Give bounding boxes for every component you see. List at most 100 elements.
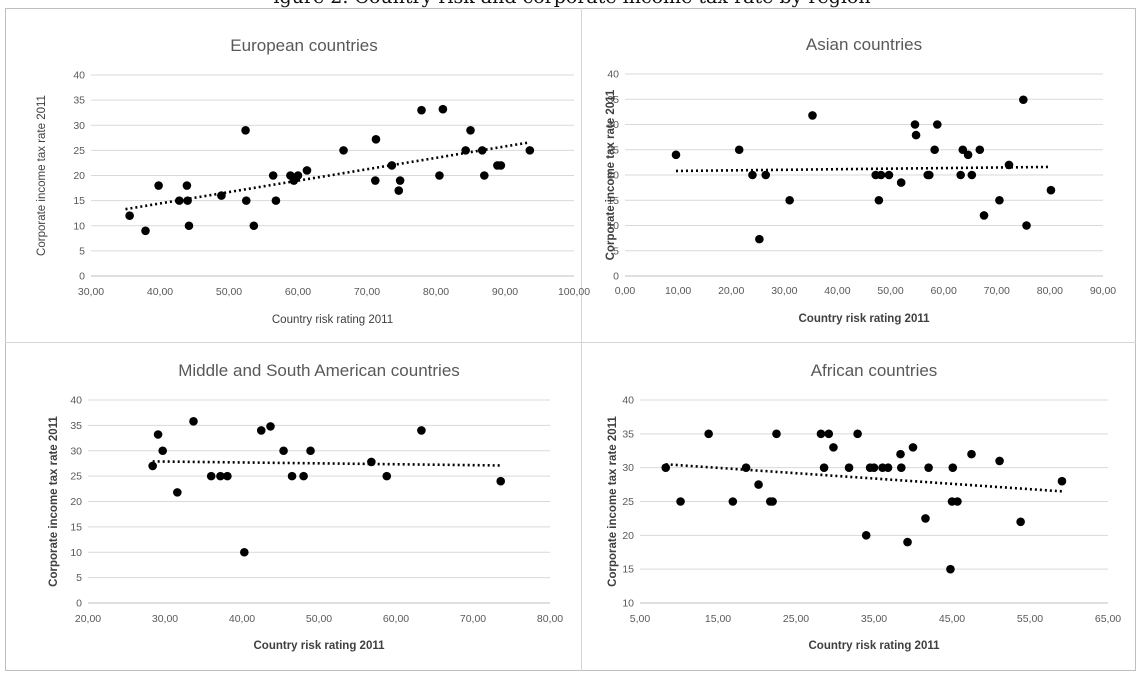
y-tick-label: 15 [70, 521, 82, 533]
data-point [217, 191, 226, 200]
y-tick-label: 30 [622, 462, 634, 474]
data-point [704, 429, 713, 439]
data-point [477, 146, 487, 155]
y-tick-label: 20 [607, 170, 619, 182]
data-point [370, 176, 380, 185]
data-point [953, 497, 962, 506]
data-point [1057, 476, 1067, 486]
x-tick-label: 80,00 [1037, 285, 1063, 297]
x-tick-label: 25,00 [783, 613, 809, 625]
panel-divider-vertical [581, 8, 582, 671]
x-tick-label: 50,00 [877, 285, 903, 297]
data-point [256, 426, 266, 435]
data-point [435, 171, 444, 180]
x-tick-label: 40,00 [229, 613, 255, 625]
data-point [249, 221, 259, 231]
data-point [874, 195, 884, 205]
x-tick-label: 40,00 [824, 285, 850, 297]
data-point [967, 170, 977, 180]
x-tick-label: 100,00 [558, 286, 590, 298]
y-tick-label: 40 [622, 395, 634, 407]
data-point [184, 221, 194, 231]
x-tick-label: 15,00 [705, 613, 731, 625]
data-point [741, 463, 751, 472]
data-point [734, 145, 744, 155]
data-point [525, 146, 535, 155]
x-tick-label: 30,00 [771, 285, 797, 297]
data-point [1019, 95, 1028, 105]
data-point [853, 429, 862, 439]
data-point [948, 463, 958, 472]
data-point [154, 181, 163, 190]
data-point [755, 234, 764, 244]
data-point [175, 196, 184, 205]
data-point [925, 170, 934, 180]
data-point [173, 488, 182, 497]
y-tick-label: 20 [73, 170, 85, 182]
x-tick-label: 60,00 [931, 285, 957, 297]
data-point [808, 111, 817, 120]
y-tick-label: 10 [622, 598, 634, 610]
data-point [761, 170, 771, 180]
figure-frame [5, 8, 1136, 671]
data-point [158, 446, 167, 456]
y-tick-label: 35 [73, 95, 85, 107]
y-tick-label: 25 [607, 144, 619, 156]
x-tick-label: 55,00 [1017, 613, 1043, 625]
x-tick-label: 80,00 [423, 286, 449, 298]
chart-title: European countries [230, 36, 377, 55]
data-point [339, 146, 348, 155]
x-axis-label: Country risk rating 2011 [253, 640, 385, 652]
trendline [125, 141, 531, 211]
data-point [271, 196, 281, 205]
data-point [956, 170, 965, 180]
data-point [223, 471, 232, 481]
y-tick-label: 30 [607, 119, 619, 131]
data-point [896, 178, 906, 187]
trendline [152, 460, 501, 467]
x-tick-label: 90,00 [492, 286, 518, 298]
data-point [1022, 221, 1031, 230]
data-point [772, 429, 781, 439]
data-point [293, 171, 303, 180]
x-tick-label: 65,00 [1095, 613, 1121, 625]
data-point [125, 211, 134, 220]
data-point [189, 417, 198, 426]
data-point [299, 471, 308, 481]
x-tick-label: 80,00 [537, 613, 563, 625]
y-tick-label: 20 [70, 496, 82, 508]
data-point [728, 497, 738, 506]
data-point [963, 150, 973, 160]
x-tick-label: 35,00 [861, 613, 887, 625]
x-tick-label: 70,00 [354, 286, 380, 298]
y-tick-label: 30 [70, 445, 82, 457]
data-point [824, 429, 834, 439]
x-tick-label: 30,00 [152, 613, 178, 625]
y-tick-label: 15 [622, 564, 634, 576]
data-point [417, 426, 426, 435]
data-point [206, 471, 216, 481]
data-point [883, 463, 893, 472]
data-point [829, 443, 838, 452]
data-point [967, 449, 976, 459]
y-tick-label: 0 [613, 271, 619, 283]
y-tick-label: 5 [79, 245, 85, 257]
data-point [897, 463, 906, 472]
data-point [268, 171, 278, 180]
data-point [876, 170, 886, 180]
data-point [979, 211, 989, 220]
data-point [1046, 185, 1056, 195]
y-axis-label: Corporate income tax rate 2011 [605, 89, 617, 260]
y-tick-label: 20 [622, 530, 634, 542]
x-tick-label: 20,00 [718, 285, 744, 297]
data-point [279, 446, 288, 456]
data-point [302, 166, 312, 175]
data-point [183, 196, 192, 205]
y-tick-label: 0 [79, 271, 85, 283]
data-point [861, 531, 871, 540]
y-axis-label: Corporate income tax rate 2011 [48, 416, 60, 587]
data-point [884, 170, 894, 180]
x-axis-label: Country risk rating 2011 [798, 313, 930, 325]
